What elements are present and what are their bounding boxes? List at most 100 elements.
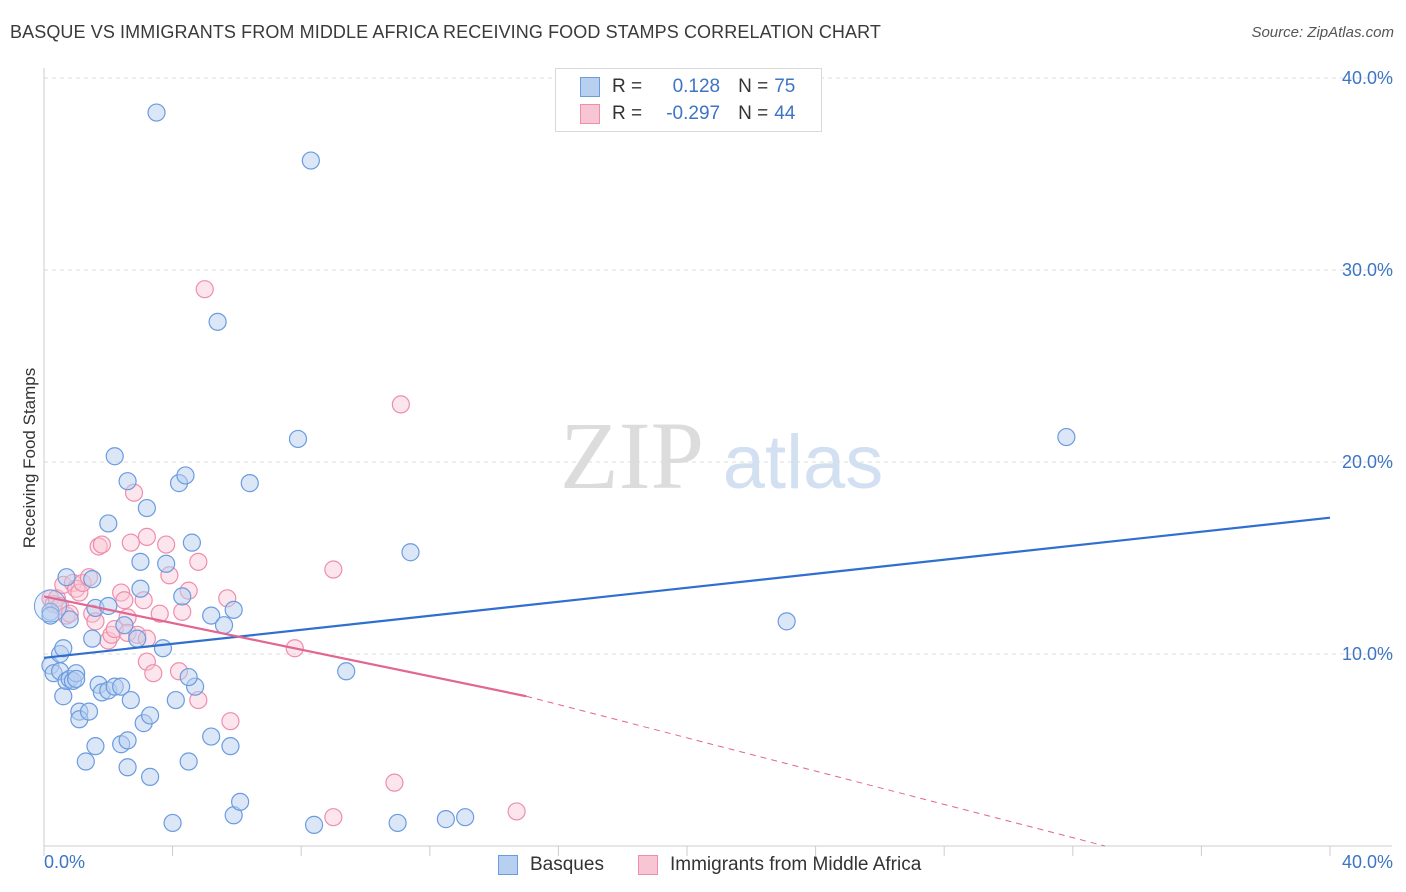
basques-point xyxy=(147,103,166,122)
basques-point xyxy=(105,447,124,466)
stats-legend: R = 0.128 N = 75 R = -0.297 N = 44 xyxy=(555,68,822,132)
basques-point xyxy=(67,669,86,689)
basques-point xyxy=(115,616,134,635)
basques-point xyxy=(140,767,160,786)
legend-n-value: 44 xyxy=(774,103,796,124)
basques-point xyxy=(118,731,137,750)
legend-r-label: R = xyxy=(612,103,643,124)
immigrants-point xyxy=(121,533,140,552)
basques-point xyxy=(137,498,156,518)
legend-row-immigrants: R = -0.297 N = 44 xyxy=(580,102,795,126)
immigrants-point xyxy=(157,535,176,554)
basques-point xyxy=(128,629,147,648)
basques-point xyxy=(288,429,308,449)
y-tick-label: 10.0% xyxy=(1342,644,1393,664)
basques-point xyxy=(182,533,201,552)
basques-point xyxy=(60,610,79,629)
y-tick-label: 20.0% xyxy=(1342,452,1393,472)
immigrants-point xyxy=(324,808,343,827)
basques-point xyxy=(456,808,475,827)
source-label: Source: ZipAtlas.com xyxy=(1251,24,1394,41)
basques-point xyxy=(121,690,140,710)
basques-point xyxy=(777,612,796,631)
basques-point xyxy=(301,151,320,170)
basques-point xyxy=(202,727,221,746)
immigrants-point xyxy=(507,802,526,821)
basques-point xyxy=(202,606,221,625)
basques-point xyxy=(176,466,195,485)
immigrants-point xyxy=(115,591,134,610)
bottom-legend-label: Immigrants from Middle Africa xyxy=(670,854,922,875)
y-tick-label: 30.0% xyxy=(1342,260,1393,280)
basques-point xyxy=(86,737,105,756)
immigrants-point xyxy=(102,625,121,644)
basques-point xyxy=(153,639,173,658)
basques-point xyxy=(337,662,356,681)
immigrants-point xyxy=(92,535,111,554)
immigrants-point xyxy=(137,652,156,671)
immigrants-point xyxy=(173,602,192,621)
legend-swatch-pink xyxy=(580,104,600,124)
immigrants-trend-line xyxy=(43,595,527,698)
basques-point xyxy=(76,752,95,771)
basques-point xyxy=(436,810,455,829)
watermark-atlas: atlas xyxy=(723,420,884,505)
immigrants-point xyxy=(189,552,208,571)
basques-point xyxy=(99,514,118,533)
immigrants-point xyxy=(385,773,404,792)
watermark-zip: ZIP xyxy=(560,402,704,509)
basques-point xyxy=(57,568,76,587)
immigrants-point xyxy=(70,583,89,602)
immigrants-point xyxy=(391,395,410,414)
basques-point xyxy=(166,690,185,710)
basques-point xyxy=(54,687,73,706)
bottom-legend-swatch-pink xyxy=(638,855,658,875)
basques-point xyxy=(173,587,192,606)
series-basques-points xyxy=(33,103,1076,834)
basques-point xyxy=(41,606,60,625)
basques-point xyxy=(388,813,407,833)
bottom-legend-label: Basques xyxy=(530,854,604,875)
immigrants-point xyxy=(137,527,156,546)
watermark: ZIP atlas xyxy=(560,402,883,509)
basques-point xyxy=(118,758,137,777)
basques-point xyxy=(401,543,420,562)
immigrants-point xyxy=(324,560,343,579)
basques-point xyxy=(240,474,259,493)
basques-point xyxy=(179,752,198,771)
legend-n-label: N = xyxy=(738,76,769,97)
legend-r-value: -0.297 xyxy=(666,103,721,124)
basques-point xyxy=(163,813,182,833)
bottom-legend-basques: Basques xyxy=(498,852,604,878)
gridlines xyxy=(44,77,1392,655)
basques-point xyxy=(83,570,102,589)
basques-point xyxy=(83,629,102,648)
basques-point xyxy=(112,677,131,696)
immigrants-point xyxy=(150,604,169,623)
immigrants-trend-extension xyxy=(526,695,1106,847)
basques-point xyxy=(179,667,198,687)
legend-swatch-blue xyxy=(580,77,600,97)
y-tick-label: 40.0% xyxy=(1342,68,1393,88)
basques-trend-line xyxy=(43,516,1331,659)
basques-point xyxy=(214,616,234,635)
legend-n-label: N = xyxy=(738,103,769,124)
tick-labels: 10.0% 20.0% 30.0% 40.0% 0.0% 40.0% xyxy=(44,68,1393,872)
chart-title: BASQUE VS IMMIGRANTS FROM MIDDLE AFRICA … xyxy=(10,22,882,42)
legend-row-basques: R = 0.128 N = 75 xyxy=(580,75,795,99)
x-tick-label: 0.0% xyxy=(44,852,85,872)
immigrants-point xyxy=(221,712,240,731)
basques-point xyxy=(79,702,99,721)
legend-n-value: 75 xyxy=(774,76,796,97)
basques-point xyxy=(231,792,250,811)
bottom-legend-swatch-blue xyxy=(498,855,518,875)
basques-point xyxy=(221,737,240,756)
basques-point xyxy=(157,554,176,573)
immigrants-point xyxy=(195,280,214,299)
axes xyxy=(43,68,1392,856)
trend-lines xyxy=(43,516,1331,847)
bottom-legend-immigrants: Immigrants from Middle Africa xyxy=(638,852,921,878)
basques-point xyxy=(224,600,243,619)
legend-r-value: 0.128 xyxy=(672,76,721,97)
